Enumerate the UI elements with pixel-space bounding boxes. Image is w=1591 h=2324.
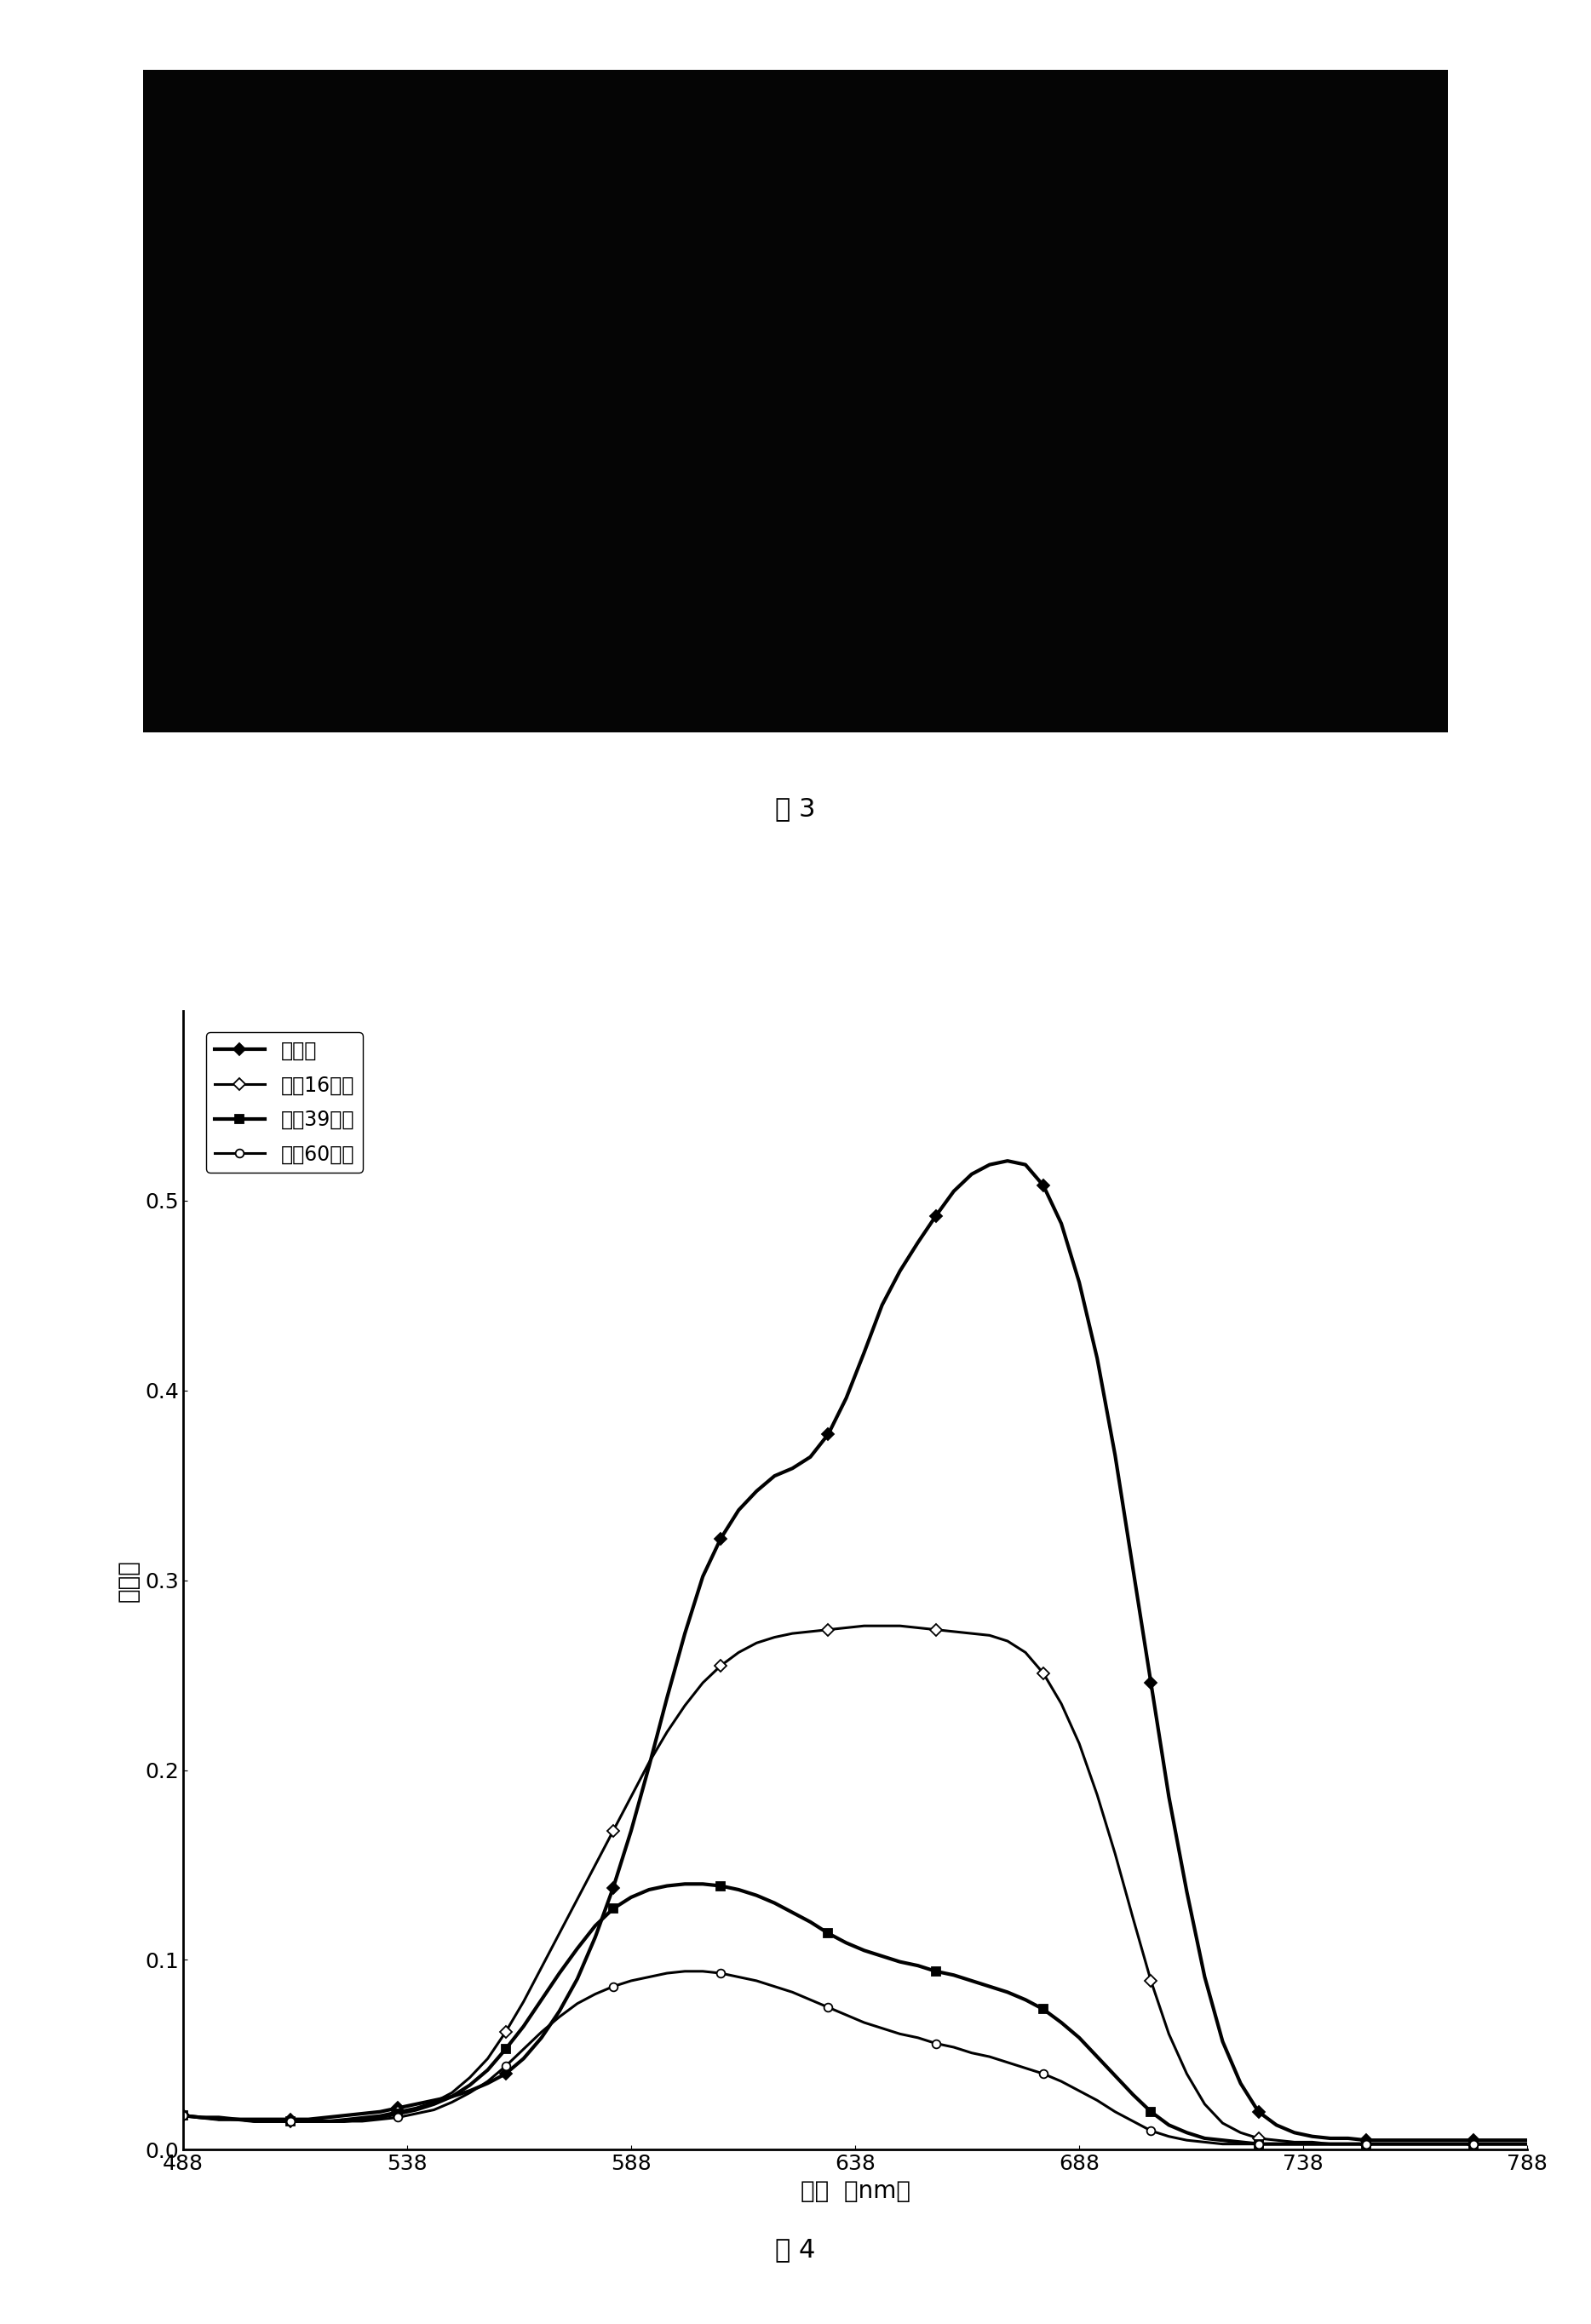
Legend: 无照射, 照射16小时, 照射39小时, 照射60小时: 无照射, 照射16小时, 照射39小时, 照射60小时 <box>207 1032 363 1171</box>
Text: 图 3: 图 3 <box>775 797 816 820</box>
X-axis label: 波长  （nm）: 波长 （nm） <box>800 2180 910 2203</box>
Y-axis label: 吸光度: 吸光度 <box>116 1559 140 1601</box>
Text: 图 4: 图 4 <box>775 2238 816 2261</box>
